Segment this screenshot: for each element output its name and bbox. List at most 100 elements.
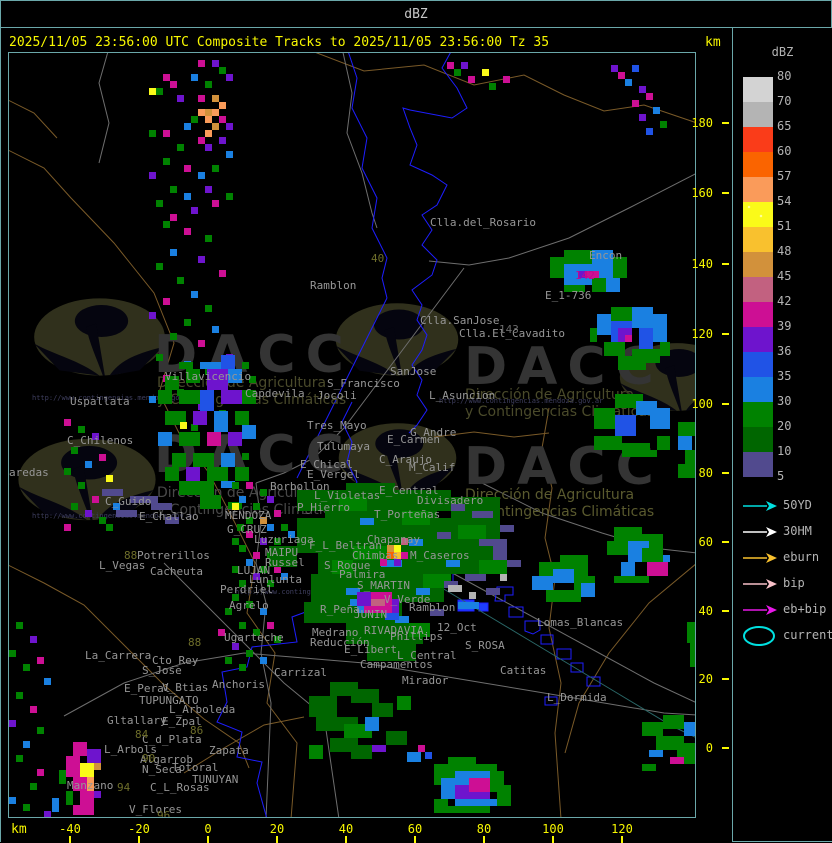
radar-echo-cell: [246, 517, 253, 524]
radar-echo-cell: [16, 692, 23, 699]
place-label: Zapata: [209, 744, 249, 757]
place-label: MENDOZA: [225, 509, 272, 522]
dbz-scale-label: 45: [777, 269, 792, 283]
radar-echo-cell: [615, 415, 636, 436]
place-label: 94: [117, 781, 131, 794]
place-label: JUNIN: [354, 608, 388, 621]
radar-echo-cell: [94, 763, 101, 770]
right-axis-tick: [722, 541, 729, 543]
radar-echo-cell: [360, 518, 374, 525]
radar-echo-cell: [130, 496, 158, 503]
map-line: [508, 606, 524, 618]
radar-echo-cell: [191, 291, 198, 298]
dbz-scale-swatch: [743, 302, 773, 327]
radar-echo-cell: [458, 525, 486, 539]
radar-echo-cell: [179, 432, 200, 446]
radar-map[interactable]: DACC DACC DACC DACC Dirección de Agricultura…: [8, 52, 696, 818]
radar-echo-cell: [170, 186, 177, 193]
radar-echo-cell: [660, 121, 667, 128]
map-line: [556, 648, 572, 660]
right-axis-tick: [722, 333, 729, 335]
dbz-scale-swatch: [743, 352, 773, 377]
radar-echo-cell: [99, 454, 106, 461]
right-axis-tick: [722, 192, 729, 194]
radar-echo-cell: [149, 88, 156, 95]
radar-echo-cell: [66, 791, 73, 805]
window-title: dBZ: [404, 6, 428, 22]
radar-echo-cell: [416, 588, 430, 595]
radar-echo-cell: [642, 722, 663, 736]
radar-echo-cell: [64, 468, 71, 475]
radar-echo-cell: [465, 574, 486, 581]
radar-echo-cell: [532, 576, 553, 590]
radar-echo-cell: [193, 453, 214, 467]
place-label: E_Carmen: [387, 433, 440, 446]
dbz-scale-swatch: [743, 327, 773, 352]
track-arrow-icon: [743, 579, 777, 589]
radar-echo-cell: [353, 546, 395, 560]
radar-echo-cell: [191, 424, 198, 431]
watermark-text: DACC: [154, 325, 354, 385]
map-line: [428, 173, 695, 266]
radar-echo-cell: [500, 525, 514, 532]
radar-echo-cell: [156, 88, 163, 95]
radar-echo-cell: [546, 590, 581, 602]
right-axis-label: 180: [691, 116, 713, 130]
radar-echo-cell: [149, 172, 156, 179]
radar-echo-cell: [614, 527, 642, 541]
radar-echo-cell: [205, 305, 212, 312]
radar-echo-cell: [87, 777, 94, 791]
radar-echo-cell: [163, 298, 170, 305]
radar-echo-cell: [594, 408, 615, 429]
radar-echo-cell: [163, 221, 170, 228]
radar-echo-cell: [249, 376, 256, 383]
place-label: LUJAN: [237, 564, 271, 577]
radar-echo-cell: [9, 720, 16, 727]
place-label: TUNUYAN: [192, 773, 239, 786]
watermark-text: http://www.contingencias.mendoza.gov.ar: [32, 394, 197, 402]
radar-echo-cell: [73, 805, 94, 815]
radar-echo-cell: [226, 151, 233, 158]
legend-label: eb+bip: [783, 602, 827, 616]
bottom-axis-label: 100: [542, 822, 564, 836]
radar-echo-cell: [94, 791, 101, 798]
place-label: Manzano: [67, 779, 114, 792]
radar-echo-cell: [232, 482, 239, 489]
radar-echo-cell: [678, 464, 695, 478]
right-axis-label: 60: [698, 535, 713, 549]
radar-echo-cell: [381, 560, 402, 567]
radar-echo-cell: [170, 333, 177, 340]
dbz-scale-swatch: [743, 202, 773, 227]
radar-echo-cell: [448, 757, 476, 771]
radar-echo-cell: [198, 340, 205, 347]
radar-echo-cell: [437, 532, 451, 539]
right-axis-label: 40: [698, 604, 713, 618]
radar-echo-cell: [106, 524, 113, 531]
radar-echo-cell: [647, 562, 668, 576]
radar-echo-cell: [357, 592, 371, 606]
radar-echo-cell: [564, 285, 585, 292]
radar-echo-cell: [30, 706, 37, 713]
radar-echo-cell: [225, 608, 232, 615]
legend-panel: dBZ 80 70 65 60 57 54 51 48 45 42 39 36 35 30 20 10 5 50…: [732, 28, 832, 841]
radar-echo-cell: [80, 763, 94, 777]
radar-echo-cell: [392, 599, 399, 613]
radar-echo-cell: [212, 165, 219, 172]
dbz-scale-swatch: [743, 227, 773, 252]
place-label: Phillips: [390, 630, 443, 643]
radar-echo-cell: [177, 95, 184, 102]
radar-echo-cell: [288, 531, 295, 538]
radar-echo-cell: [425, 752, 432, 759]
radar-echo-cell: [636, 450, 657, 457]
radar-echo-cell: [218, 629, 225, 636]
legend-label: 30HM: [783, 524, 812, 538]
radar-echo-cell: [66, 756, 80, 777]
radar-echo-cell: [607, 541, 628, 555]
radar-echo-cell: [274, 636, 281, 643]
dbz-scale-label: 30: [777, 394, 792, 408]
place-label: L_Arbols: [104, 743, 157, 756]
radar-echo-cell: [242, 453, 249, 460]
radar-echo-cell: [446, 560, 460, 567]
place-label: Lomas_Blancas: [537, 616, 624, 629]
radar-echo-cell: [490, 799, 497, 806]
